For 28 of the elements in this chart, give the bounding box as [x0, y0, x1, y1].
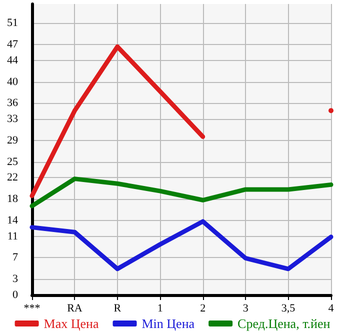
- line-series: [30, 176, 334, 208]
- y-tick-label: 18: [7, 193, 18, 206]
- y-tick-label: 33: [7, 113, 18, 126]
- y-tick-label: 0: [12, 289, 18, 301]
- y-tick-label: 40: [7, 76, 18, 88]
- y-tick-label: 22: [7, 172, 18, 184]
- y-tick-label: 11: [7, 230, 18, 242]
- x-tick-label: R: [114, 302, 122, 314]
- y-tick-label: 47: [7, 38, 18, 51]
- y-tick-label: 44: [7, 54, 18, 66]
- legend-label: Max Цена: [44, 316, 99, 331]
- y-tick-label: 29: [7, 134, 18, 146]
- y-tick-label: 3: [12, 273, 18, 286]
- y-tick-label: 14: [7, 214, 18, 226]
- y-tick-label: 36: [7, 97, 18, 110]
- x-tick-label: 3: [242, 302, 249, 314]
- x-tick-label: 3,5: [281, 302, 296, 314]
- legend-label: Min Цена: [142, 316, 195, 331]
- y-tick-label: 25: [7, 156, 18, 168]
- x-tick-label: ***: [24, 302, 40, 314]
- x-tick-label: 1: [157, 302, 163, 314]
- line-series: [30, 219, 334, 272]
- x-tick-label: 2: [200, 302, 206, 314]
- y-tick-label: 7: [12, 252, 18, 264]
- y-tick-label: 51: [7, 17, 18, 30]
- x-tick-label: 4: [328, 302, 334, 314]
- legend-label: Сред.Цена, т.йен: [238, 316, 330, 331]
- x-tick-label: RA: [67, 302, 82, 314]
